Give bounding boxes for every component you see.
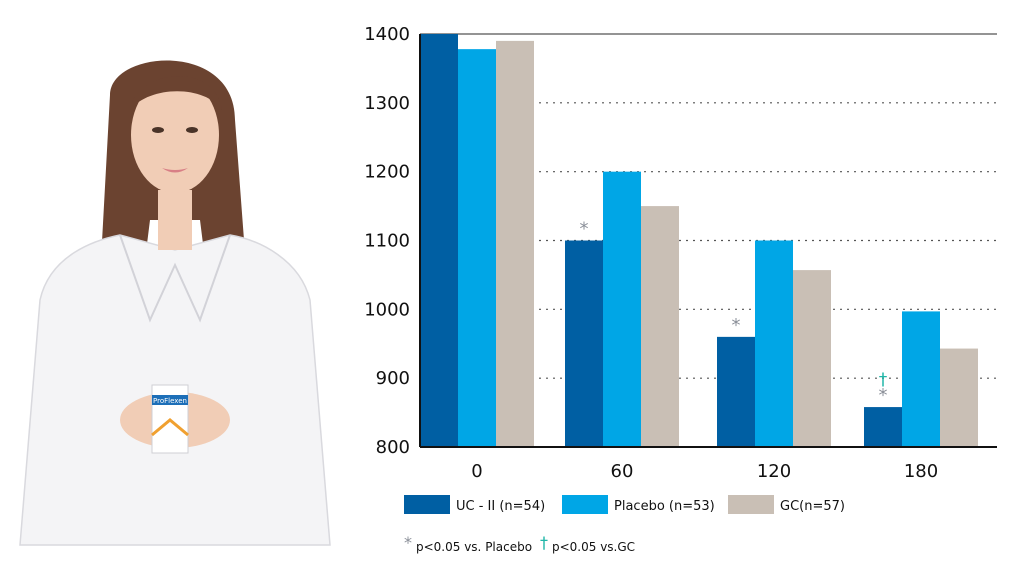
bar-2-180: [940, 348, 978, 447]
footnote: † p<0.05 vs.GC: [540, 533, 635, 554]
bar-1-60: [603, 171, 641, 447]
legend-label: UC - II (n=54): [456, 499, 545, 514]
bar-1-180: [902, 311, 940, 447]
bar-0-60: [565, 240, 603, 447]
footnote-text: p<0.05 vs.GC: [552, 540, 635, 554]
legend-swatch: [562, 495, 608, 514]
y-tick-label: 800: [376, 437, 410, 458]
legend-swatch: [404, 495, 450, 514]
legend-item: GC(n=57): [728, 495, 845, 514]
legend-swatch: [728, 495, 774, 514]
bar-0-120: [717, 336, 755, 447]
footnote-symbol: *: [404, 533, 412, 552]
bars: [420, 34, 978, 448]
person-photo: ProFlexen: [19, 60, 331, 546]
x-tick-label: 60: [611, 461, 634, 482]
footnotes: * p<0.05 vs. Placebo † p<0.05 vs.GC: [404, 533, 635, 554]
y-tick-label: 1000: [364, 299, 410, 320]
y-tick-label: 900: [376, 368, 410, 389]
footnote-symbol: †: [540, 533, 548, 552]
significance-dagger: †: [879, 370, 888, 390]
product-brand: ProFlexen: [153, 397, 187, 405]
bar-1-120: [755, 240, 793, 447]
x-tick-label: 120: [757, 461, 791, 482]
x-tick-label: 0: [471, 461, 482, 482]
legend-label: GC(n=57): [780, 499, 845, 514]
significance-star: *: [879, 385, 888, 406]
bar-0-180: [864, 407, 902, 447]
x-tick-label: 180: [904, 461, 938, 482]
y-tick-label: 1100: [364, 231, 410, 252]
y-axis-labels: 1400 1300 1200 1100 1000 900 800: [364, 24, 410, 458]
legend-item: Placebo (n=53): [562, 495, 715, 514]
product-box: ProFlexen: [151, 384, 189, 454]
bar-2-0: [496, 40, 534, 448]
bar-2-120: [793, 270, 831, 447]
bar-2-60: [641, 206, 679, 447]
significance-star: *: [732, 315, 741, 336]
footnote-text: p<0.05 vs. Placebo: [416, 540, 532, 554]
footnote: * p<0.05 vs. Placebo: [404, 533, 532, 554]
face: [131, 77, 219, 193]
y-tick-label: 1300: [364, 93, 410, 114]
gridlines: [420, 33, 997, 379]
significance-marks: ***†: [580, 219, 888, 407]
x-axis-labels: 0 60 120 180: [471, 461, 938, 482]
significance-star: *: [580, 219, 589, 240]
bar-0-0: [420, 34, 458, 447]
legend: UC - II (n=54) Placebo (n=53) GC(n=57): [404, 495, 845, 514]
legend-label: Placebo (n=53): [614, 499, 715, 514]
y-tick-label: 1400: [364, 24, 410, 45]
bar-1-0: [458, 49, 496, 447]
legend-item: UC - II (n=54): [404, 495, 545, 514]
y-tick-label: 1200: [364, 162, 410, 183]
